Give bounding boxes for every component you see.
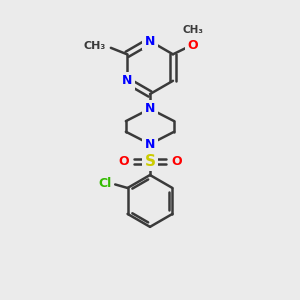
- Text: O: O: [172, 155, 182, 168]
- Text: N: N: [145, 138, 155, 151]
- Text: O: O: [118, 155, 128, 168]
- Text: N: N: [122, 74, 132, 87]
- Text: O: O: [188, 39, 198, 52]
- Text: CH₃: CH₃: [182, 25, 203, 35]
- Text: Cl: Cl: [98, 177, 112, 190]
- Text: N: N: [145, 102, 155, 115]
- Text: S: S: [145, 154, 155, 169]
- Text: N: N: [145, 34, 155, 48]
- Text: CH₃: CH₃: [83, 41, 106, 51]
